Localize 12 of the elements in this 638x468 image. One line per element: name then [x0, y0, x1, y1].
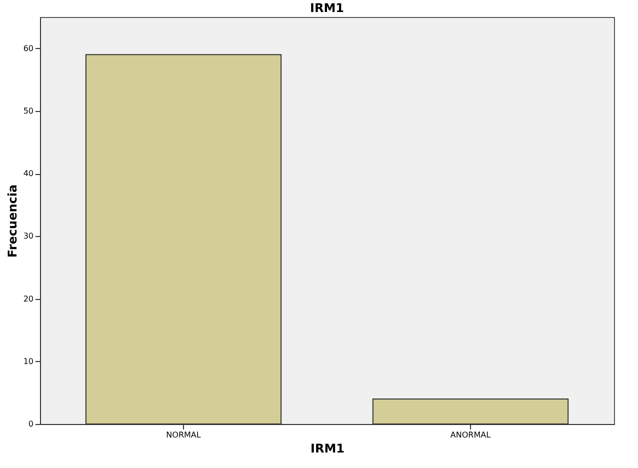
chart-title: IRM1 — [310, 1, 344, 15]
y-tick-label: 20 — [23, 294, 34, 304]
x-tick-label: NORMAL — [166, 430, 202, 440]
y-axis-title: Frecuencia — [5, 184, 20, 258]
y-tick-label: 30 — [23, 232, 34, 241]
x-tick-label: ANORMAL — [450, 430, 492, 440]
y-tick-label: 0 — [28, 420, 34, 428]
x-axis-title: IRM1 — [310, 442, 344, 456]
y-tick-label: 50 — [23, 106, 34, 116]
y-tick-label: 60 — [23, 44, 34, 53]
y-tick-label: 10 — [23, 356, 34, 366]
y-tick-label: 40 — [23, 169, 34, 178]
